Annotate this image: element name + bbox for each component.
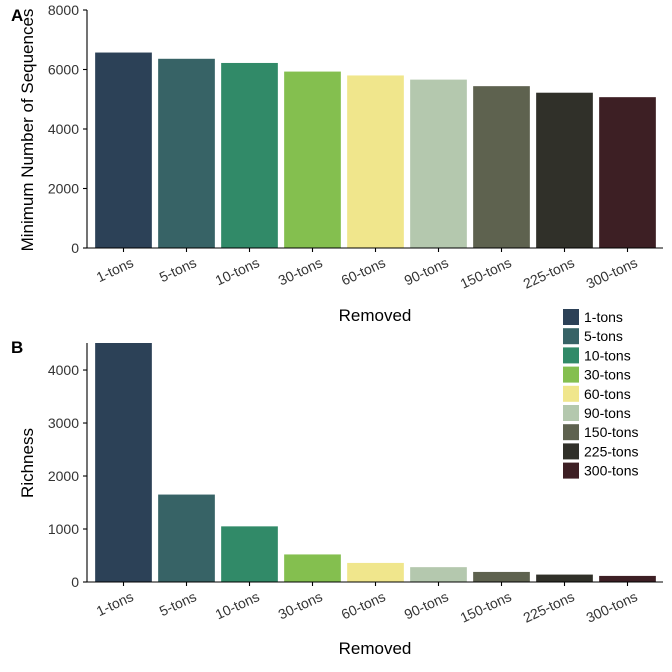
panel-a-x-tick-label: 225-tons (521, 254, 577, 292)
panel-b-bar-90-tons (410, 567, 467, 582)
panel-a-x-tick-label: 10-tons (213, 254, 262, 288)
panel-a-y-tick-label: 8000 (48, 2, 79, 18)
panel-a-y-ticks: 0 2000 4000 6000 8000 (48, 2, 87, 256)
legend-swatch-1-tons (563, 309, 579, 325)
panel-b-x-ticks: 1-tons 5-tons 10-tons 30-tons 60-tons 90-tons… (94, 582, 640, 626)
panel-b-x-tick-label: 30-tons (276, 588, 325, 622)
panel-a-y-tick-label: 0 (71, 240, 79, 256)
panel-b-y-axis-title: Richness (18, 428, 37, 498)
legend-label-30-tons: 30-tons (584, 367, 631, 383)
panel-b-bar-30-tons (284, 554, 341, 582)
panel-b-y-ticks: 0 1000 2000 3000 4000 (48, 362, 87, 590)
panel-b-y-tick-label: 0 (71, 574, 79, 590)
panel-b-bars (95, 343, 656, 582)
panel-b-bar-1-tons (95, 343, 152, 582)
legend-label-150-tons: 150-tons (584, 424, 638, 440)
chart-legend: 1-tons 5-tons 10-tons 30-tons 60-tons 90-tons… (563, 309, 638, 479)
panel-a-bar-5-tons (158, 58, 215, 248)
legend-label-90-tons: 90-tons (584, 405, 631, 421)
panel-b-x-tick-label: 225-tons (521, 588, 577, 626)
legend-swatch-30-tons (563, 366, 579, 383)
panel-b-y-tick-label: 4000 (48, 362, 79, 378)
panel-b-bar-150-tons (473, 571, 530, 582)
panel-b-x-tick-label: 1-tons (94, 588, 136, 619)
panel-a-bar-60-tons (347, 75, 404, 248)
panel-a-bar-90-tons (410, 79, 467, 249)
panel-a-x-tick-label: 60-tons (339, 254, 388, 288)
panel-a-y-tick-label: 2000 (48, 181, 79, 197)
panel-b-bar-225-tons (536, 574, 593, 582)
legend-label-60-tons: 60-tons (584, 386, 631, 402)
legend-swatch-10-tons (563, 347, 579, 364)
panel-b-tag: B (11, 338, 23, 357)
panel-a-bars (95, 52, 656, 249)
legend-label-300-tons: 300-tons (584, 463, 638, 479)
panel-a-x-axis-title: Removed (339, 306, 412, 325)
panel-a-y-tick-label: 6000 (48, 62, 79, 78)
legend-swatch-60-tons (563, 385, 579, 402)
panel-b-x-tick-label: 90-tons (402, 588, 451, 622)
panel-b-bar-300-tons (599, 575, 656, 582)
panel-a-y-tick-label: 4000 (48, 121, 79, 137)
panel-a-bar-150-tons (473, 86, 530, 248)
panel-b-x-tick-label: 300-tons (584, 588, 640, 626)
legend-label-1-tons: 1-tons (584, 309, 623, 325)
panel-a-bar-1-tons (95, 52, 152, 248)
panel-b-x-axis-title: Removed (339, 639, 412, 658)
panel-b-axes (86, 343, 663, 583)
legend-swatch-5-tons (563, 328, 579, 345)
panel-b-bar-5-tons (158, 494, 215, 582)
panel-b-x-tick-label: 150-tons (458, 588, 514, 626)
panel-a-bar-30-tons (284, 71, 341, 248)
legend-label-225-tons: 225-tons (584, 443, 638, 459)
panel-a-x-tick-label: 150-tons (458, 254, 514, 292)
legend-label-10-tons: 10-tons (584, 347, 631, 363)
panel-b-bar-10-tons (221, 526, 278, 582)
panel-a-x-tick-label: 5-tons (157, 254, 199, 285)
legend-swatch-225-tons (563, 443, 579, 460)
panel-a-axes (86, 10, 663, 249)
panel-a-x-tick-label: 30-tons (276, 254, 325, 288)
panel-a-bar-10-tons (221, 62, 278, 249)
panel-b-x-tick-label: 10-tons (213, 588, 262, 622)
panel-b-x-tick-label: 5-tons (157, 588, 199, 619)
panel-a-x-tick-label: 1-tons (94, 254, 136, 285)
legend-label-5-tons: 5-tons (584, 328, 623, 344)
panel-a-x-ticks: 1-tons 5-tons 10-tons 30-tons 60-tons 90-tons… (94, 248, 640, 292)
legend-swatch-90-tons (563, 405, 579, 421)
panel-b-y-tick-label: 1000 (48, 521, 79, 537)
panel-a-bar-225-tons (536, 92, 593, 249)
panel-a: A 0 2000 4000 6000 8000 1-tons 5-tons 10-tons 3… (11, 2, 663, 325)
panel-a-tag: A (11, 6, 23, 25)
panel-b-bar-60-tons (347, 562, 404, 582)
panel-a-x-tick-label: 90-tons (402, 254, 451, 288)
panel-b-y-tick-label: 3000 (48, 415, 79, 431)
panel-b-x-tick-label: 60-tons (339, 588, 388, 622)
panel-a-y-axis-title: Minimum Number of Sequences (18, 9, 37, 252)
legend-swatch-300-tons (563, 462, 579, 479)
panel-a-bar-300-tons (599, 97, 656, 248)
panel-b-y-tick-label: 2000 (48, 468, 79, 484)
panel-a-x-tick-label: 300-tons (584, 254, 640, 292)
legend-swatch-150-tons (563, 424, 579, 441)
